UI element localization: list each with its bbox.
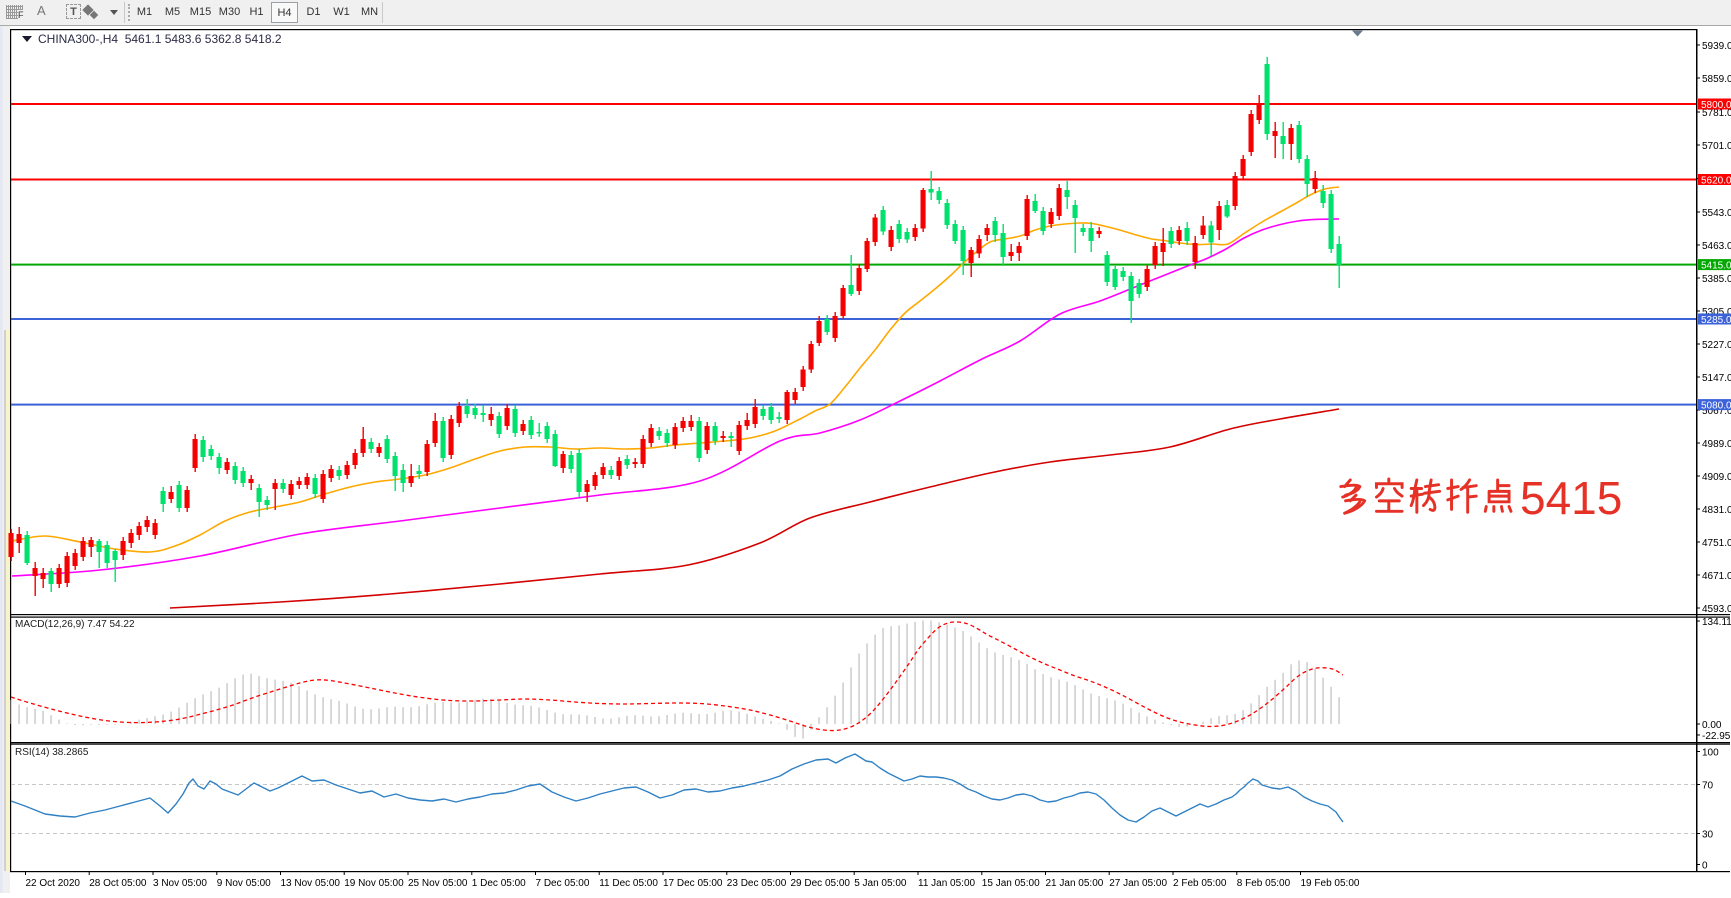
svg-text:4751.0: 4751.0 xyxy=(1702,538,1731,549)
svg-text:5939.0: 5939.0 xyxy=(1702,41,1731,52)
svg-text:5800.0: 5800.0 xyxy=(1701,100,1731,111)
svg-text:1 Dec 05:00: 1 Dec 05:00 xyxy=(472,878,526,889)
svg-text:0.00: 0.00 xyxy=(1702,720,1722,731)
svg-text:28 Oct 05:00: 28 Oct 05:00 xyxy=(89,878,147,889)
svg-text:CHINA300-,H4 5461.1 5483.6 53: CHINA300-,H4 5461.1 5483.6 5362.8 5418.2 xyxy=(38,32,282,46)
svg-text:5285.0: 5285.0 xyxy=(1701,315,1731,326)
svg-text:MACD(12,26,9) 7.47 54.22: MACD(12,26,9) 7.47 54.22 xyxy=(15,619,135,630)
svg-text:21 Jan 05:00: 21 Jan 05:00 xyxy=(1046,878,1104,889)
svg-text:4593.0: 4593.0 xyxy=(1702,604,1731,615)
svg-text:0: 0 xyxy=(1702,861,1708,872)
svg-text:7 Dec 05:00: 7 Dec 05:00 xyxy=(536,878,590,889)
svg-text:5463.0: 5463.0 xyxy=(1702,241,1731,252)
svg-text:25 Nov 05:00: 25 Nov 05:00 xyxy=(408,878,468,889)
svg-text:5620.0: 5620.0 xyxy=(1701,176,1731,187)
svg-text:15 Jan 05:00: 15 Jan 05:00 xyxy=(982,878,1040,889)
svg-text:5385.0: 5385.0 xyxy=(1702,274,1731,285)
svg-text:5701.0: 5701.0 xyxy=(1702,141,1731,152)
svg-text:100: 100 xyxy=(1702,748,1719,759)
svg-text:4909.0: 4909.0 xyxy=(1702,472,1731,483)
svg-text:2 Feb 05:00: 2 Feb 05:00 xyxy=(1173,878,1227,889)
svg-text:5415.0: 5415.0 xyxy=(1701,261,1731,272)
svg-text:4671.0: 4671.0 xyxy=(1702,571,1731,582)
svg-text:17 Dec 05:00: 17 Dec 05:00 xyxy=(663,878,723,889)
svg-text:13 Nov 05:00: 13 Nov 05:00 xyxy=(281,878,341,889)
svg-text:19 Nov 05:00: 19 Nov 05:00 xyxy=(344,878,404,889)
svg-text:3 Nov 05:00: 3 Nov 05:00 xyxy=(153,878,207,889)
svg-text:RSI(14) 38.2865: RSI(14) 38.2865 xyxy=(15,747,89,758)
svg-text:11 Dec 05:00: 11 Dec 05:00 xyxy=(599,878,658,889)
svg-text:5415: 5415 xyxy=(1520,472,1622,524)
svg-text:29 Dec 05:00: 29 Dec 05:00 xyxy=(791,878,851,889)
svg-text:4989.0: 4989.0 xyxy=(1702,439,1731,450)
svg-text:5543.0: 5543.0 xyxy=(1702,208,1731,219)
svg-text:27 Jan 05:00: 27 Jan 05:00 xyxy=(1109,878,1167,889)
svg-text:22 Oct 2020: 22 Oct 2020 xyxy=(26,878,81,889)
svg-text:8 Feb 05:00: 8 Feb 05:00 xyxy=(1237,878,1291,889)
svg-text:5227.0: 5227.0 xyxy=(1702,340,1731,351)
svg-text:5859.0: 5859.0 xyxy=(1702,74,1731,85)
svg-text:70: 70 xyxy=(1702,781,1714,792)
svg-text:9 Nov 05:00: 9 Nov 05:00 xyxy=(217,878,271,889)
svg-text:5080.0: 5080.0 xyxy=(1701,401,1731,412)
svg-text:-22.95: -22.95 xyxy=(1702,731,1731,742)
svg-text:5147.0: 5147.0 xyxy=(1702,373,1731,384)
svg-text:30: 30 xyxy=(1702,830,1714,841)
svg-text:19 Feb 05:00: 19 Feb 05:00 xyxy=(1301,878,1360,889)
svg-text:23 Dec 05:00: 23 Dec 05:00 xyxy=(727,878,787,889)
svg-text:134.11: 134.11 xyxy=(1702,617,1731,628)
svg-text:11 Jan 05:00: 11 Jan 05:00 xyxy=(918,878,976,889)
svg-text:4831.0: 4831.0 xyxy=(1702,505,1731,516)
svg-text:5 Jan 05:00: 5 Jan 05:00 xyxy=(854,878,907,889)
